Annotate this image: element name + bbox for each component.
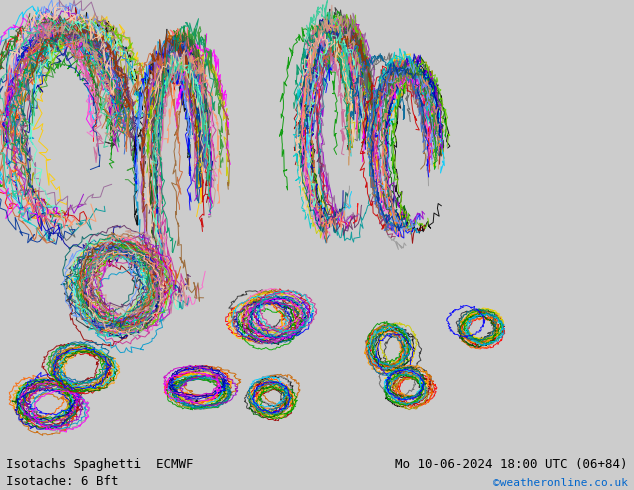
Text: Isotachs Spaghetti  ECMWF: Isotachs Spaghetti ECMWF — [6, 458, 194, 471]
Text: Isotache: 6 Bft: Isotache: 6 Bft — [6, 475, 119, 488]
Text: ©weatheronline.co.uk: ©weatheronline.co.uk — [493, 478, 628, 488]
Text: Mo 10-06-2024 18:00 UTC (06+84): Mo 10-06-2024 18:00 UTC (06+84) — [395, 458, 628, 471]
